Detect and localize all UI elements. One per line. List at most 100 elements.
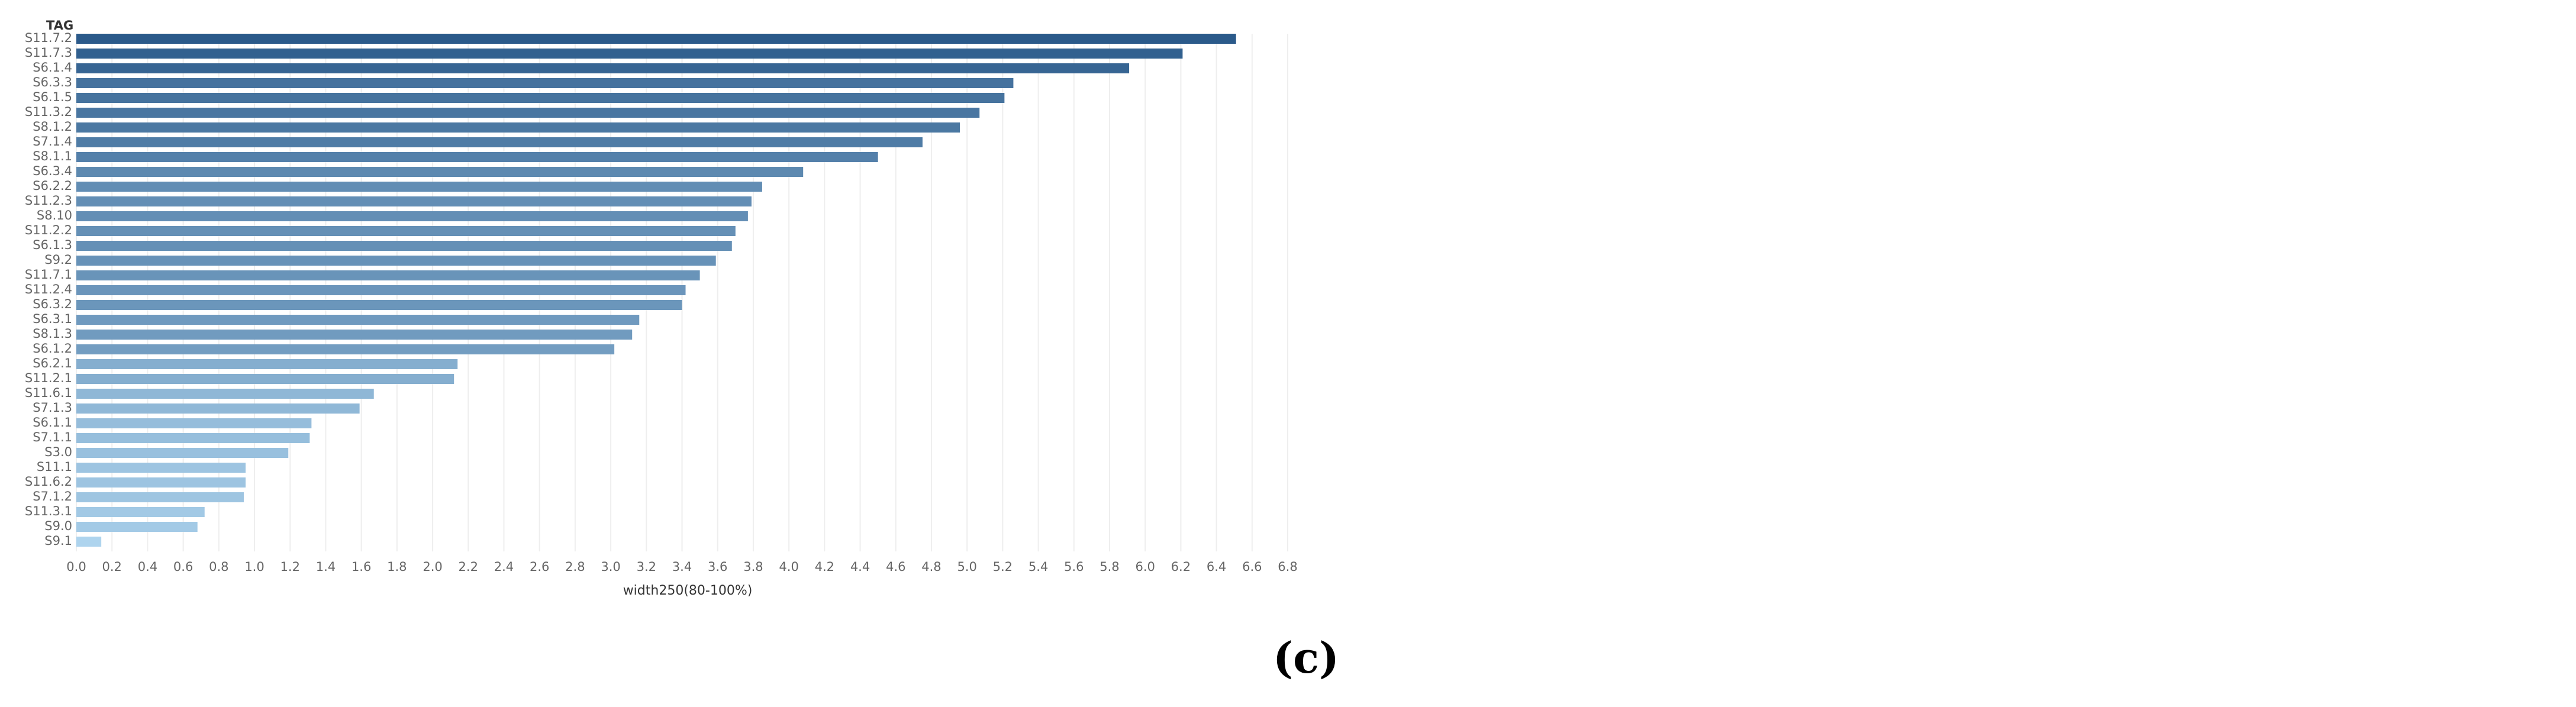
category-labels: S11.7.2S11.7.3S6.1.4S6.3.3S6.1.5S11.3.2S… [25, 31, 72, 548]
x-tick-label: 5.4 [1029, 560, 1048, 574]
category-label: S6.1.2 [33, 341, 72, 356]
bar [76, 78, 1014, 88]
bar [76, 389, 374, 399]
bar [76, 256, 716, 266]
bar [76, 537, 102, 547]
category-label: S8.10 [37, 208, 72, 222]
category-label: S11.6.2 [25, 474, 72, 489]
category-label: S6.1.3 [33, 238, 72, 252]
category-label: S6.3.2 [33, 297, 72, 311]
category-label: S11.7.1 [25, 267, 72, 282]
x-tick-label: 0.8 [209, 560, 228, 574]
category-label: S7.1.3 [33, 401, 72, 415]
x-tick-label: 4.8 [921, 560, 941, 574]
category-label: S11.3.2 [25, 105, 72, 119]
bar [76, 108, 980, 118]
bar [76, 137, 923, 147]
bar [76, 418, 312, 428]
bar [76, 167, 804, 177]
bar [76, 63, 1130, 73]
x-tick-label: 6.8 [1278, 560, 1297, 574]
category-label: S9.1 [44, 534, 72, 548]
category-label: S11.2.2 [25, 223, 72, 237]
bar [76, 433, 310, 443]
x-tick-label: 6.4 [1207, 560, 1226, 574]
category-label: S6.2.2 [33, 179, 72, 193]
x-tick-label: 0.6 [173, 560, 193, 574]
bar [76, 492, 244, 502]
x-tick-label: 0.4 [138, 560, 157, 574]
category-label: S11.7.2 [25, 31, 72, 45]
category-label: S7.1.2 [33, 489, 72, 503]
category-label: S6.1.1 [33, 415, 72, 430]
bar [76, 211, 748, 221]
x-tick-label: 2.6 [530, 560, 549, 574]
x-tick-label: 1.2 [281, 560, 300, 574]
category-label: S9.0 [44, 519, 72, 533]
x-tick-label: 1.6 [352, 560, 371, 574]
bar [76, 300, 682, 310]
bar [76, 463, 246, 473]
bar [76, 122, 960, 133]
category-header: TAG [46, 18, 73, 33]
category-label: S8.1.2 [33, 120, 72, 134]
x-tick-label: 6.6 [1242, 560, 1262, 574]
category-label: S11.2.4 [25, 282, 72, 296]
x-tick-label: 5.6 [1064, 560, 1084, 574]
category-label: S6.2.1 [33, 356, 72, 370]
x-tick-label: 4.4 [850, 560, 870, 574]
x-tick-label: 3.0 [601, 560, 620, 574]
x-tick-label: 0.2 [102, 560, 122, 574]
bar [76, 226, 736, 236]
x-tick-label: 2.2 [459, 560, 478, 574]
x-tick-label: 2.8 [565, 560, 585, 574]
x-tick-label: 1.8 [387, 560, 407, 574]
category-label: S8.1.3 [33, 327, 72, 341]
category-label: S8.1.1 [33, 149, 72, 163]
x-tick-label: 2.4 [494, 560, 514, 574]
x-tick-label: 5.8 [1100, 560, 1119, 574]
bar [76, 448, 289, 458]
category-label: S7.1.4 [33, 134, 72, 148]
bar [76, 359, 458, 369]
x-tick-label: 1.0 [244, 560, 264, 574]
category-label: S6.1.4 [33, 60, 72, 75]
bar [76, 403, 360, 414]
bars [76, 34, 1236, 547]
category-label: S3.0 [44, 445, 72, 459]
bar [76, 344, 615, 354]
x-tick-label: 4.2 [815, 560, 834, 574]
category-label: S11.7.3 [25, 46, 72, 60]
bar [76, 330, 633, 340]
category-label: S6.3.1 [33, 312, 72, 326]
x-tick-label: 5.2 [993, 560, 1013, 574]
bar [76, 374, 454, 384]
bar [76, 522, 198, 532]
category-label: S6.3.4 [33, 164, 72, 178]
bar [76, 196, 752, 206]
x-tick-label: 3.6 [708, 560, 727, 574]
category-label: S7.1.1 [33, 430, 72, 444]
bar [76, 152, 878, 162]
x-tick-label: 5.0 [957, 560, 976, 574]
bar [76, 182, 762, 192]
category-label: S6.1.5 [33, 90, 72, 104]
x-tick-labels: 0.0 0.2 0.4 0.6 0.8 1.0 1.2 1.4 1.6 1.8 2.0 2.2 2.4 2… [66, 560, 1297, 574]
x-tick-label: 6.0 [1135, 560, 1155, 574]
category-label: S11.6.1 [25, 386, 72, 400]
x-tick-label: 2.0 [423, 560, 442, 574]
category-label: S6.3.3 [33, 75, 72, 89]
bar [76, 34, 1236, 44]
bar [76, 241, 732, 251]
x-tick-label: 6.2 [1171, 560, 1191, 574]
bar [76, 507, 205, 517]
category-label: S11.2.1 [25, 371, 72, 385]
x-tick-label: 3.8 [743, 560, 763, 574]
figure-caption: (c) [1273, 632, 1339, 683]
bar [76, 477, 246, 488]
category-label: S9.2 [44, 253, 72, 267]
bar [76, 270, 700, 280]
bar [76, 93, 1005, 103]
x-tick-label: 0.0 [66, 560, 86, 574]
bar [76, 49, 1183, 59]
